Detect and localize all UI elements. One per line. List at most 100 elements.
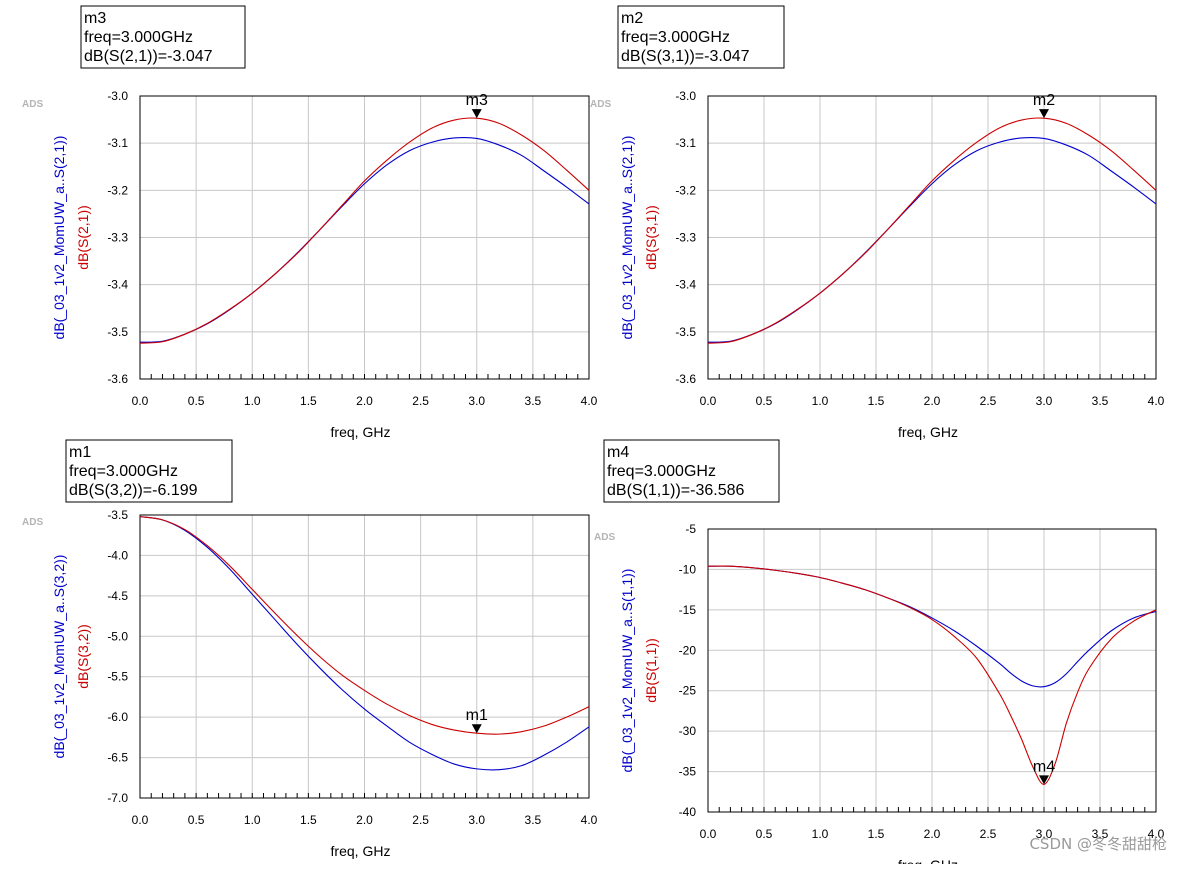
x-tick-label: 1.0: [244, 394, 261, 408]
y-tick-label: -20: [679, 643, 697, 657]
x-tick-label: 0.0: [132, 813, 149, 827]
x-tick-label: 3.5: [1092, 394, 1109, 408]
y-tick-label: -4.0: [107, 548, 128, 562]
y-tick-label: -3.1: [675, 136, 696, 150]
marker-readout-line: freq=3.000GHz: [84, 29, 193, 46]
plot-frame: [707, 528, 1157, 813]
y-tick-label: -5: [685, 522, 696, 536]
y-tick-label: -30: [679, 724, 697, 738]
marker-readout-line: m2: [621, 10, 643, 27]
marker-readout-box: [80, 5, 246, 69]
x-tick-label: 0.0: [700, 394, 717, 408]
y-tick-label: -3.2: [107, 183, 128, 197]
y-tick-label: -5.0: [107, 629, 128, 643]
y-tick-label: -10: [679, 562, 697, 576]
chart-panel-3: 0.0 0.5 1.0 1.5 2.0 2.5 3.0 3.5 4.0 -3.5 -4.0 -4.5 -…: [22, 439, 598, 859]
x-tick-label: 3.5: [1092, 827, 1109, 841]
marker-triangle[interactable]: [471, 109, 482, 119]
y-tick-label: -3.3: [675, 231, 696, 245]
x-tick-label: 2.5: [980, 827, 997, 841]
y-axis-label-blue: dB(_03_1v2_MomUW_a..S(1,1)): [619, 569, 635, 773]
marker-readout-line: dB(S(1,1))=-36.586: [607, 482, 745, 499]
x-tick-label: 3.5: [525, 394, 542, 408]
y-tick-label: -3.4: [675, 278, 696, 292]
marker-label: m4: [1033, 758, 1055, 775]
x-tick-label: 1.0: [812, 827, 829, 841]
y-tick-label: -5.5: [107, 670, 128, 684]
marker-label: m2: [1033, 92, 1055, 109]
y-axis-label-red: dB(S(2,1)): [75, 205, 91, 270]
marker-readout-line: freq=3.000GHz: [69, 463, 178, 480]
x-tick-label: 0.0: [132, 394, 149, 408]
x-axis-label: freq, GHz: [331, 424, 391, 440]
y-tick-label: -3.1: [107, 136, 128, 150]
x-tick-label: 2.0: [924, 394, 941, 408]
y-tick-label: -3.5: [107, 325, 128, 339]
chart-panel-4: 0.0 0.5 1.0 1.5 2.0 2.5 3.0 3.5 4.0 -5 -10 -15 -20 -2…: [594, 439, 1165, 869]
y-axis-label-red: dB(S(1,1)): [643, 638, 659, 703]
x-tick-label: 0.5: [188, 394, 205, 408]
y-tick-label: -3.0: [107, 89, 128, 103]
y-axis-label-blue: dB(_03_1v2_MomUW_a..S(3,2)): [51, 555, 67, 759]
y-tick-label: -4.5: [107, 589, 128, 603]
ads-watermark: ADS: [22, 517, 43, 528]
y-tick-label: -3.2: [675, 183, 696, 197]
y-tick-label: -3.6: [107, 372, 128, 386]
marker-triangle[interactable]: [1039, 109, 1049, 119]
x-axis-label: freq, GHz: [898, 857, 958, 864]
x-tick-label: 2.0: [924, 827, 941, 841]
y-tick-label: -6.5: [107, 751, 128, 765]
y-tick-label: -35: [679, 765, 697, 779]
x-tick-label: 0.5: [188, 813, 205, 827]
marker-readout-line: m1: [69, 444, 91, 461]
y-tick-label: -3.3: [107, 231, 128, 245]
plot-frame: [139, 95, 590, 380]
chart-panel-2: 0.0 0.5 1.0 1.5 2.0 2.5 3.0 3.5 4.0 -3.0 -3.1 -3.2 -…: [590, 5, 1165, 440]
x-tick-label: 4.0: [581, 813, 598, 827]
x-tick-label: 1.5: [300, 813, 317, 827]
marker-readout-box: [603, 439, 780, 503]
y-tick-label: -25: [679, 684, 697, 698]
x-tick-label: 0.5: [756, 827, 773, 841]
y-tick-label: -7.0: [107, 791, 128, 805]
series-line-red: [707, 117, 1157, 344]
series-line-blue: [139, 516, 590, 771]
x-tick-label: 0.5: [756, 394, 773, 408]
y-tick-label: -40: [679, 805, 697, 819]
x-tick-label: 2.5: [980, 394, 997, 408]
y-tick-label: -3.5: [107, 508, 128, 522]
y-axis-label-red: dB(S(3,1)): [643, 205, 659, 270]
marker-readout-line: freq=3.000GHz: [607, 463, 716, 480]
y-axis-label-red: dB(S(3,2)): [75, 624, 91, 689]
plot-frame: [139, 514, 590, 799]
marker-readout-line: m3: [84, 10, 106, 27]
ads-watermark: ADS: [594, 532, 615, 543]
x-axis-label: freq, GHz: [331, 843, 391, 859]
x-tick-label: 1.5: [868, 827, 885, 841]
marker-triangle[interactable]: [1039, 775, 1049, 785]
x-tick-label: 1.0: [812, 394, 829, 408]
x-tick-label: 2.5: [412, 394, 429, 408]
x-tick-label: 3.0: [1036, 827, 1053, 841]
y-axis-label-blue: dB(_03_1v2_MomUW_a..S(2,1)): [619, 136, 635, 340]
ads-watermark: ADS: [22, 99, 43, 110]
x-tick-label: 2.0: [356, 394, 373, 408]
y-tick-label: -15: [679, 603, 697, 617]
marker-readout-line: dB(S(2,1))=-3.047: [84, 48, 213, 65]
x-tick-label: 3.5: [525, 813, 542, 827]
y-tick-label: -3.5: [675, 325, 696, 339]
x-tick-label: 3.0: [468, 394, 485, 408]
plot-frame: [707, 95, 1157, 380]
marker-label: m3: [466, 92, 488, 109]
x-tick-label: 2.5: [412, 813, 429, 827]
y-tick-label: -3.4: [107, 278, 128, 292]
marker-readout-line: m4: [607, 444, 629, 461]
y-tick-label: -3.0: [675, 89, 696, 103]
series-line-red: [139, 117, 590, 344]
ads-watermark: ADS: [590, 99, 611, 110]
x-tick-label: 1.0: [244, 813, 261, 827]
marker-readout-line: freq=3.000GHz: [621, 29, 730, 46]
marker-triangle[interactable]: [471, 724, 482, 734]
series-line-red: [707, 565, 1157, 785]
